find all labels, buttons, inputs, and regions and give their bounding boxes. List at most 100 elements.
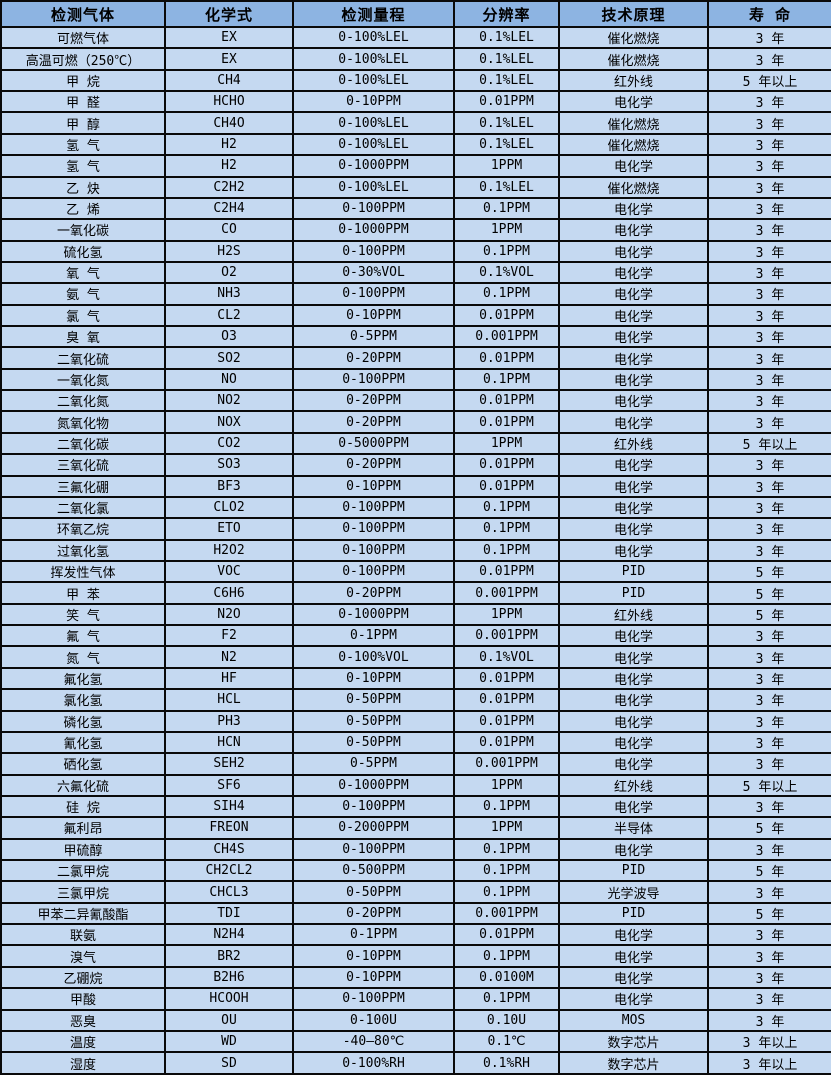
table-row: 挥发性气体 VOC 0-100PPM 0.01PPM PID 5 年 xyxy=(0,559,831,584)
cell-principle: PID xyxy=(558,581,709,605)
cell-gas-name: 甲 烷 xyxy=(0,68,166,93)
table-row: 甲酸 HCOOH 0-100PPM 0.1PPM 电化学 3 年 xyxy=(0,987,831,1011)
table-row: 可燃气体 EX 0-100%LEL 0.1%LEL 催化燃烧 3 年 xyxy=(0,25,831,50)
table-row: 三氧化硫 SO3 0-20PPM 0.01PPM 电化学 3 年 xyxy=(0,453,831,477)
cell-resolution: 0.01PPM xyxy=(453,709,560,733)
cell-range: 0-2000PPM xyxy=(292,816,455,840)
cell-resolution: 0.1PPM xyxy=(453,517,560,541)
cell-formula: F2 xyxy=(164,624,294,648)
cell-gas-name: 氨 气 xyxy=(0,282,166,306)
cell-gas-name: 二氧化氮 xyxy=(0,389,166,413)
cell-range: 0-100PPM xyxy=(292,239,455,263)
cell-range: 0-100%LEL xyxy=(292,175,455,199)
cell-principle: 电化学 xyxy=(558,303,709,328)
cell-formula: H2O2 xyxy=(164,538,294,563)
table-row: 六氟化硫 SF6 0-1000PPM 1PPM 红外线 5 年以上 xyxy=(0,773,831,797)
cell-gas-name: 二氧化碳 xyxy=(0,431,166,456)
cell-range: 0-100%RH xyxy=(292,1051,455,1075)
cell-gas-name: 氧 气 xyxy=(0,260,166,285)
cell-principle: 红外线 xyxy=(558,431,709,456)
cell-principle: 数字芯片 xyxy=(558,1029,709,1054)
cell-principle: 数字芯片 xyxy=(558,1051,709,1075)
table-row: 二氧化氯 CLO2 0-100PPM 0.1PPM 电化学 3 年 xyxy=(0,495,831,520)
cell-range: 0-10PPM xyxy=(292,965,455,990)
cell-principle: 电化学 xyxy=(558,218,709,242)
cell-formula: CL2 xyxy=(164,303,294,328)
cell-resolution: 0.01PPM xyxy=(453,730,560,755)
cell-resolution: 1PPM xyxy=(453,154,560,178)
cell-lifespan: 3 年 xyxy=(707,517,831,541)
cell-resolution: 0.001PPM xyxy=(453,752,560,776)
cell-resolution: 0.1%LEL xyxy=(453,175,560,199)
table-row: 环氧乙烷 ETO 0-100PPM 0.1PPM 电化学 3 年 xyxy=(0,517,831,541)
cell-gas-name: 一氧化碳 xyxy=(0,218,166,242)
table-row: 乙 炔 C2H2 0-100%LEL 0.1%LEL 催化燃烧 3 年 xyxy=(0,175,831,199)
cell-resolution: 0.0100M xyxy=(453,965,560,990)
cell-gas-name: 甲 醇 xyxy=(0,111,166,135)
column-header-formula: 化学式 xyxy=(164,0,294,28)
table-row: 甲 烷 CH4 0-100%LEL 0.1%LEL 红外线 5 年以上 xyxy=(0,68,831,93)
cell-range: 0-100%LEL xyxy=(292,68,455,93)
cell-lifespan: 5 年以上 xyxy=(707,431,831,456)
table-row: 臭 氧 O3 0-5PPM 0.001PPM 电化学 3 年 xyxy=(0,325,831,349)
cell-lifespan: 5 年 xyxy=(707,901,831,926)
cell-formula: CH4 xyxy=(164,68,294,93)
cell-principle: 红外线 xyxy=(558,602,709,627)
cell-gas-name: 氟 气 xyxy=(0,624,166,648)
cell-gas-name: 甲硫醇 xyxy=(0,837,166,862)
cell-formula: O2 xyxy=(164,260,294,285)
cell-principle: 光学波导 xyxy=(558,880,709,904)
table-row: 氟 气 F2 0-1PPM 0.001PPM 电化学 3 年 xyxy=(0,624,831,648)
table-row: 甲 醛 HCHO 0-10PPM 0.01PPM 电化学 3 年 xyxy=(0,90,831,114)
cell-formula: N2H4 xyxy=(164,923,294,947)
cell-principle: PID xyxy=(558,858,709,883)
cell-gas-name: 三氟化硼 xyxy=(0,474,166,498)
table-row: 氧 气 O2 0-30%VOL 0.1%VOL 电化学 3 年 xyxy=(0,260,831,285)
cell-resolution: 0.01PPM xyxy=(453,346,560,370)
cell-range: 0-20PPM xyxy=(292,346,455,370)
cell-lifespan: 3 年 xyxy=(707,218,831,242)
cell-principle: 红外线 xyxy=(558,773,709,797)
cell-resolution: 0.1PPM xyxy=(453,794,560,819)
cell-resolution: 0.1%VOL xyxy=(453,260,560,285)
cell-range: 0-50PPM xyxy=(292,709,455,733)
cell-lifespan: 3 年 xyxy=(707,709,831,733)
cell-range: 0-100%LEL xyxy=(292,47,455,71)
cell-formula: OU xyxy=(164,1008,294,1032)
cell-formula: CO2 xyxy=(164,431,294,456)
table-row: 氯 气 CL2 0-10PPM 0.01PPM 电化学 3 年 xyxy=(0,303,831,328)
cell-lifespan: 3 年 xyxy=(707,965,831,990)
cell-gas-name: 硒化氢 xyxy=(0,752,166,776)
cell-lifespan: 5 年 xyxy=(707,581,831,605)
cell-gas-name: 氯化氢 xyxy=(0,688,166,712)
cell-lifespan: 5 年 xyxy=(707,858,831,883)
cell-formula: CO xyxy=(164,218,294,242)
table-row: 高温可燃（250℃） EX 0-100%LEL 0.1%LEL 催化燃烧 3 年 xyxy=(0,47,831,71)
cell-lifespan: 3 年 xyxy=(707,260,831,285)
cell-principle: 红外线 xyxy=(558,68,709,93)
cell-lifespan: 3 年 xyxy=(707,752,831,776)
cell-resolution: 0.1%LEL xyxy=(453,25,560,50)
cell-formula: SIH4 xyxy=(164,794,294,819)
cell-gas-name: 湿度 xyxy=(0,1051,166,1075)
table-body: 可燃气体 EX 0-100%LEL 0.1%LEL 催化燃烧 3 年高温可燃（250℃） E… xyxy=(0,25,831,1075)
table-row: 氟化氢 HF 0-10PPM 0.01PPM 电化学 3 年 xyxy=(0,666,831,691)
cell-formula: H2 xyxy=(164,154,294,178)
cell-principle: PID xyxy=(558,901,709,926)
cell-principle: 电化学 xyxy=(558,688,709,712)
cell-lifespan: 5 年 xyxy=(707,559,831,584)
cell-resolution: 0.1PPM xyxy=(453,837,560,862)
cell-formula: HF xyxy=(164,666,294,691)
cell-resolution: 0.01PPM xyxy=(453,688,560,712)
cell-range: 0-100PPM xyxy=(292,517,455,541)
table-row: 硒化氢 SEH2 0-5PPM 0.001PPM 电化学 3 年 xyxy=(0,752,831,776)
table-row: 甲 苯 C6H6 0-20PPM 0.001PPM PID 5 年 xyxy=(0,581,831,605)
cell-range: 0-1000PPM xyxy=(292,602,455,627)
cell-lifespan: 3 年 xyxy=(707,880,831,904)
cell-principle: 电化学 xyxy=(558,730,709,755)
cell-formula: SO2 xyxy=(164,346,294,370)
cell-range: 0-20PPM xyxy=(292,901,455,926)
cell-range: 0-20PPM xyxy=(292,581,455,605)
cell-lifespan: 3 年 xyxy=(707,239,831,263)
cell-lifespan: 5 年 xyxy=(707,816,831,840)
